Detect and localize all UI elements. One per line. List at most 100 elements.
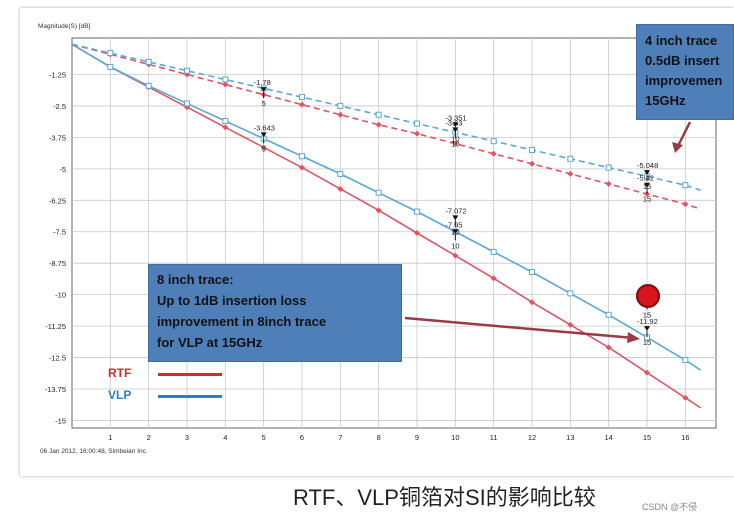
series-point — [375, 207, 382, 214]
legend-swatch-vlp — [158, 395, 222, 398]
callout-4inch-line3: improvemen — [645, 73, 723, 88]
y-tick-label: -1.25 — [49, 70, 66, 79]
legend-label-rtf: RTF — [108, 366, 132, 380]
callout-8inch-line3: improvement in 8inch trace — [157, 314, 327, 329]
series-point — [529, 269, 535, 275]
marker-index-label: 10 — [451, 139, 459, 148]
series-point — [605, 311, 612, 318]
y-tick-label: -8.75 — [49, 259, 66, 268]
series-point — [605, 180, 612, 187]
marker-index-label: 15 — [643, 338, 651, 347]
series-point — [299, 164, 305, 171]
x-tick-label: 12 — [528, 433, 536, 442]
series-point — [529, 146, 535, 153]
plot-area — [71, 37, 717, 429]
marker-index-label: 5 — [262, 99, 266, 108]
x-tick-label: 13 — [566, 433, 574, 442]
series-point — [337, 111, 344, 118]
series-line — [71, 43, 702, 409]
series-point — [490, 138, 497, 145]
series-point — [605, 344, 612, 351]
legend-swatch-rtf — [158, 373, 222, 376]
callout-4inch-line2: 0.5dB insert — [645, 53, 720, 68]
series-point — [107, 63, 114, 70]
series-point — [529, 160, 535, 167]
marker-value-label: -5.42 — [637, 174, 654, 183]
chart-footer-text: 06 Jan 2012, 16:00:48, Simbeian Inc. — [40, 448, 148, 455]
marker-index-label: 10 — [451, 241, 459, 250]
y-axis-ticks: -1.25 -2.5 -3.75 -5 -6.25 -7.5 -8.75 -10 -11.25 -… — [45, 70, 66, 425]
x-tick-label: 11 — [490, 433, 498, 442]
series-point — [567, 290, 574, 297]
y-tick-label: -13.75 — [45, 385, 66, 394]
series-line — [71, 43, 701, 210]
series-point — [567, 321, 574, 328]
arrow-4inch-head — [672, 142, 683, 153]
series-point — [260, 144, 267, 151]
series-point — [299, 101, 305, 108]
annotations — [404, 121, 692, 343]
marker-value-label: -11.92 — [637, 317, 658, 326]
series-point — [414, 230, 420, 236]
marker-triangle — [644, 170, 650, 176]
marker-triangle — [644, 182, 650, 188]
callout-4inch-line4: 15GHz — [645, 93, 686, 108]
series-point — [337, 102, 344, 109]
y-tick-label: -11.25 — [45, 322, 66, 331]
x-tick-label: 3 — [185, 433, 189, 442]
arrow-8inch — [404, 316, 635, 340]
marker-value-label: -7.95 — [445, 220, 462, 229]
marker-triangle — [452, 229, 459, 235]
series-point — [490, 275, 497, 282]
series-point — [452, 140, 459, 147]
marker-triangle — [452, 127, 459, 133]
arrow-8inch-head — [627, 332, 640, 343]
x-tick-label: 9 — [415, 433, 419, 442]
y-tick-label: -6.25 — [49, 196, 66, 205]
marker-triangle — [644, 326, 650, 332]
x-tick-label: 2 — [147, 433, 151, 442]
marker-value-label: -7.072 — [445, 206, 466, 215]
marker-triangle — [260, 87, 267, 93]
series-point — [682, 182, 689, 189]
series-point — [529, 299, 535, 306]
callout-8inch-line2: Up to 1dB insertion loss — [157, 293, 307, 308]
series-point — [145, 82, 152, 89]
marker-value-label: -3.351 — [445, 113, 466, 122]
y-tick-label: -7.5 — [53, 228, 66, 237]
series-point — [644, 191, 650, 197]
marker-triangle — [452, 122, 459, 128]
marker-triangle — [452, 215, 459, 221]
series-point — [682, 357, 689, 364]
marker-value-label: -3.63 — [445, 118, 462, 127]
y-tick-label: -12.5 — [49, 354, 66, 363]
y-tick-label: -3.75 — [49, 133, 66, 142]
series-point — [184, 100, 190, 107]
grid — [71, 37, 717, 429]
highlight-dot — [636, 284, 660, 308]
series-point — [375, 121, 382, 128]
series-point — [414, 130, 420, 137]
marker-value-label: -5.048 — [637, 161, 658, 170]
series-point — [452, 252, 459, 259]
series-point — [375, 111, 382, 118]
series-point — [337, 170, 344, 177]
series-point — [337, 185, 344, 192]
x-tick-label: 5 — [262, 433, 266, 442]
series-point — [299, 94, 305, 101]
y-tick-label: -10 — [55, 291, 66, 300]
series-line — [71, 43, 702, 371]
arrow-4inch — [675, 121, 692, 149]
series-point — [145, 58, 152, 65]
series-point — [414, 120, 420, 127]
x-tick-label: 4 — [223, 433, 227, 442]
x-tick-label: 6 — [300, 433, 304, 442]
callout-4inch: 4 inch trace 0.5dB insert improvemen 15G… — [636, 24, 734, 120]
series-point — [567, 170, 574, 177]
x-tick-label: 15 — [643, 433, 651, 442]
series-point — [605, 164, 612, 171]
legend-label-vlp: VLP — [108, 388, 132, 402]
series-point — [682, 201, 689, 208]
marker-index-label: 10 — [451, 134, 459, 143]
